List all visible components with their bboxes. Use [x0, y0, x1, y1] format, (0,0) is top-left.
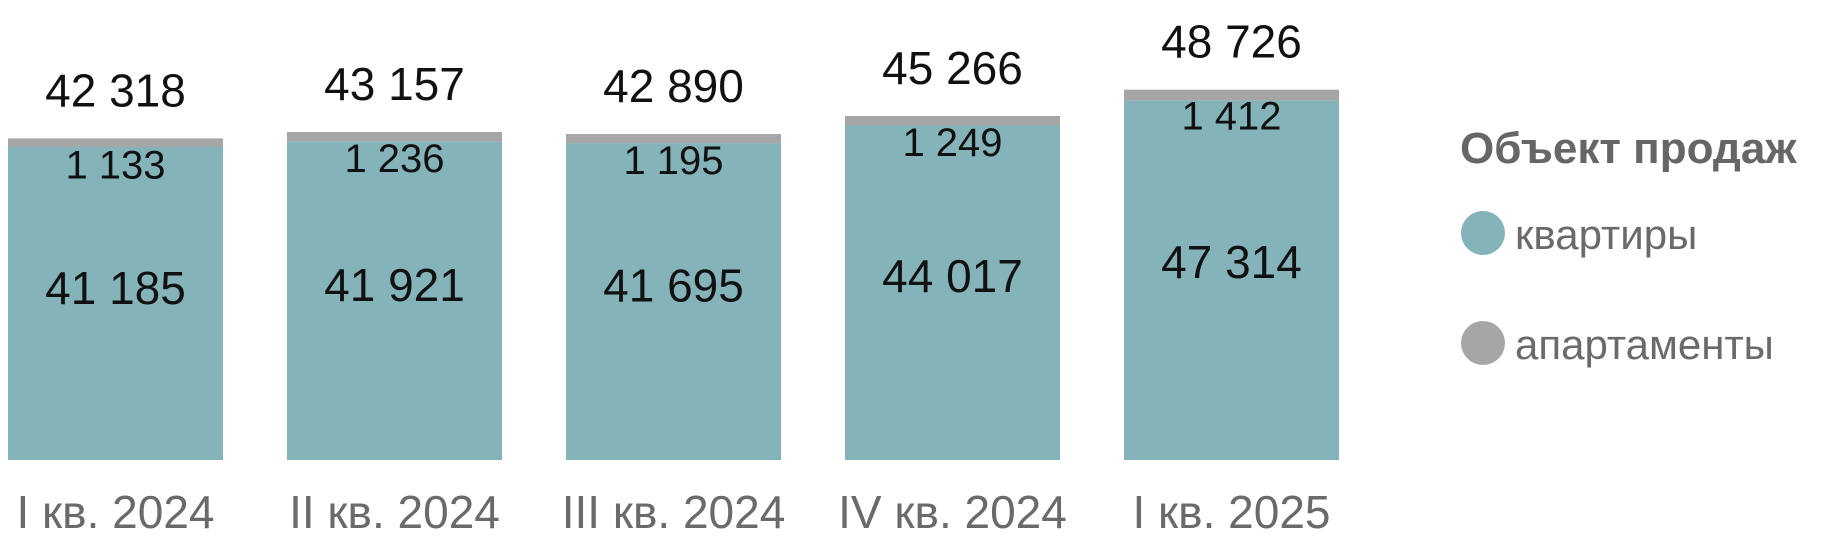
data-label-kvartiry-1: 41 185 [45, 262, 186, 314]
bar-apartamenty-4 [845, 115, 1060, 126]
labels-layer: 41 185 1 133 42 318 I кв. 2024 41 921 1 236 43… [16, 16, 1330, 538]
category-label-3: III кв. 2024 [562, 486, 786, 538]
bar-kvartiry-1 [8, 146, 223, 460]
total-label-3: 42 890 [603, 60, 744, 112]
legend-label-apartamenty: апартаменты [1515, 321, 1774, 368]
total-label-4: 45 266 [882, 42, 1023, 94]
bar-apartamenty-2 [287, 132, 502, 142]
data-label-apartamenty-1: 1 133 [65, 143, 165, 187]
bar-apartamenty-1 [8, 138, 223, 147]
data-label-apartamenty-3: 1 195 [623, 139, 723, 183]
bar-kvartiry-3 [566, 143, 781, 461]
data-label-apartamenty-5: 1 412 [1181, 95, 1281, 139]
legend-swatch-kvartiry [1461, 211, 1505, 255]
category-label-5: I кв. 2025 [1132, 486, 1330, 538]
legend-title: Объект продаж [1460, 124, 1797, 173]
legend-swatch-apartamenty [1461, 321, 1505, 365]
total-label-5: 48 726 [1161, 16, 1302, 68]
data-label-kvartiry-4: 44 017 [882, 250, 1023, 302]
data-label-apartamenty-2: 1 236 [344, 137, 444, 181]
bar-apartamenty-3 [566, 134, 781, 144]
data-label-kvartiry-5: 47 314 [1161, 236, 1302, 288]
category-label-2: II кв. 2024 [289, 486, 500, 538]
total-label-1: 42 318 [45, 64, 186, 116]
legend-label-kvartiry: квартиры [1515, 211, 1697, 258]
data-label-kvartiry-3: 41 695 [603, 260, 744, 312]
bar-apartamenty-5 [1124, 89, 1339, 101]
bar-kvartiry-5 [1124, 100, 1339, 460]
legend: Объект продаж квартиры апартаменты [1460, 124, 1797, 368]
data-label-kvartiry-2: 41 921 [324, 259, 465, 311]
bar-kvartiry-4 [845, 125, 1060, 461]
bar-kvartiry-2 [287, 141, 502, 461]
data-label-apartamenty-4: 1 249 [902, 121, 1002, 165]
bars-layer [8, 89, 1339, 461]
total-label-2: 43 157 [324, 58, 465, 110]
category-label-1: I кв. 2024 [16, 486, 214, 538]
category-label-4: IV кв. 2024 [838, 486, 1067, 538]
